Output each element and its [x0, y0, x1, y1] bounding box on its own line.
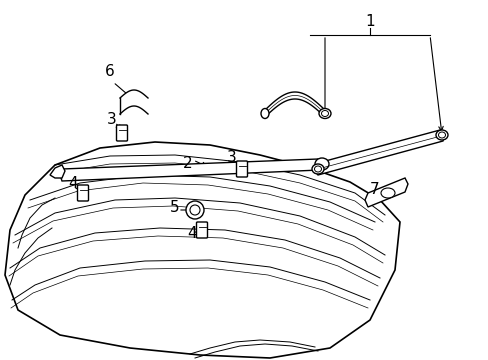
- Polygon shape: [60, 159, 321, 181]
- Ellipse shape: [261, 108, 268, 118]
- Text: 5: 5: [170, 199, 180, 215]
- Ellipse shape: [438, 132, 445, 138]
- Polygon shape: [50, 165, 65, 178]
- Text: 3: 3: [107, 112, 117, 127]
- FancyBboxPatch shape: [116, 125, 127, 141]
- Ellipse shape: [318, 108, 330, 118]
- Text: 1: 1: [365, 14, 374, 30]
- Text: 3: 3: [226, 150, 236, 166]
- Polygon shape: [5, 142, 399, 358]
- FancyBboxPatch shape: [196, 222, 207, 238]
- Text: 4: 4: [187, 225, 196, 240]
- Text: 4: 4: [68, 175, 78, 190]
- Circle shape: [190, 205, 200, 215]
- Polygon shape: [314, 130, 444, 175]
- Polygon shape: [364, 178, 407, 207]
- Circle shape: [185, 201, 203, 219]
- Ellipse shape: [311, 164, 324, 174]
- Text: 2: 2: [183, 156, 192, 171]
- Ellipse shape: [380, 188, 394, 198]
- Text: 7: 7: [369, 183, 379, 198]
- FancyBboxPatch shape: [77, 185, 88, 201]
- Ellipse shape: [435, 130, 447, 140]
- Ellipse shape: [314, 158, 328, 170]
- FancyBboxPatch shape: [236, 161, 247, 177]
- Text: 6: 6: [105, 64, 115, 80]
- Ellipse shape: [314, 166, 321, 172]
- Ellipse shape: [321, 111, 328, 117]
